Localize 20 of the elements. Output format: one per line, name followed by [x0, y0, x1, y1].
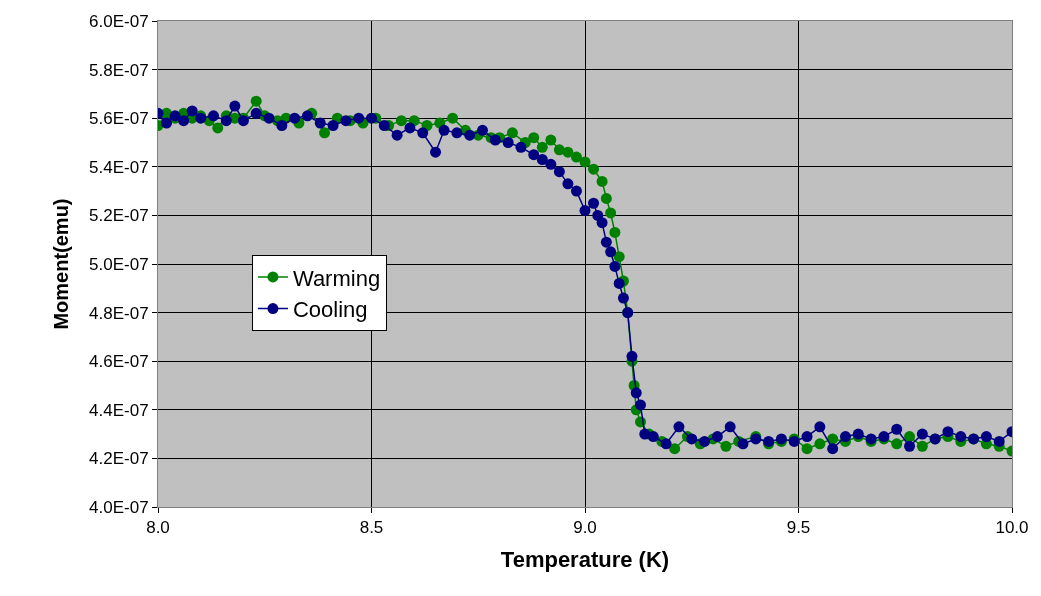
x-tick-label: 9.0 [573, 518, 597, 538]
y-axis-title: Moment(emu) [49, 198, 72, 330]
x-tick-label: 8.5 [359, 518, 384, 538]
y-tick-label: 6.0E-07 [89, 11, 149, 31]
x-axis-title: Temperature (K) [500, 547, 670, 573]
y-tick-label: 4.6E-07 [89, 352, 149, 372]
y-tick-label: 5.8E-07 [89, 60, 149, 80]
y-tick-label: 4.2E-07 [89, 449, 149, 469]
y-tick-label: 5.2E-07 [89, 206, 149, 226]
y-tick-label: 4.8E-07 [89, 303, 149, 323]
y-tick-label: 5.0E-07 [89, 254, 149, 274]
x-tick-label: 9.5 [786, 518, 811, 538]
y-tick-label: 5.6E-07 [89, 109, 149, 129]
legend-label: Warming [292, 265, 381, 291]
y-tick-label: 4.0E-07 [89, 497, 149, 517]
x-tick-label: 10.0 [995, 518, 1029, 538]
legend-label: Cooling [292, 297, 368, 323]
y-tick-label: 4.4E-07 [89, 400, 149, 420]
y-tick-label: 5.4E-07 [89, 157, 149, 177]
x-tick-label: 8.0 [146, 518, 170, 538]
